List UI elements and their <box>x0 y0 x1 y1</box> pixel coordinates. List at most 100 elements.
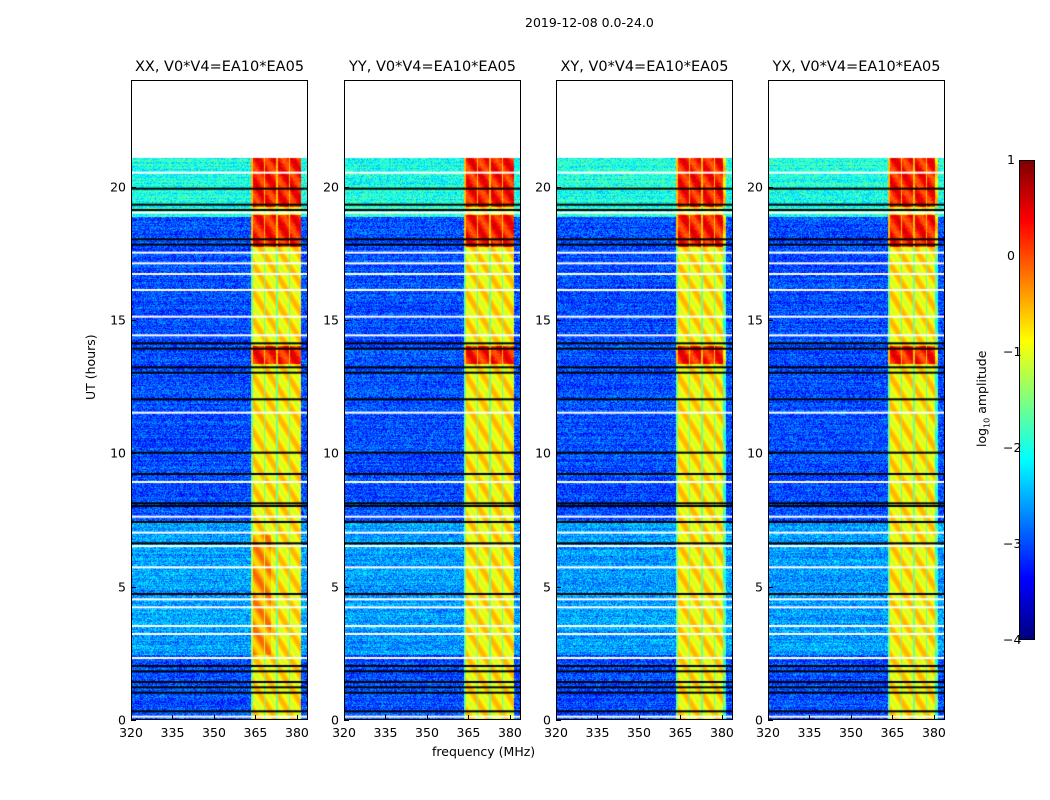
y-tick <box>131 586 136 588</box>
y-tick <box>768 186 773 188</box>
x-tick <box>385 715 387 720</box>
heatmap-cells <box>557 81 732 719</box>
heatmap-panel-2 <box>556 80 733 720</box>
y-tick-label: 15 <box>535 312 551 328</box>
x-tick-label: 365 <box>880 725 905 740</box>
colorbar-label: log10 amplitude <box>974 350 992 447</box>
x-tick <box>680 715 682 720</box>
x-tick <box>597 715 599 720</box>
x-tick <box>131 715 132 720</box>
colorbar-tick-label: −2 <box>1003 440 1022 455</box>
x-tick-label: 320 <box>756 725 780 740</box>
x-tick-label: 365 <box>243 725 268 740</box>
y-tick-label: 10 <box>747 445 763 461</box>
y-axis-label: UT (hours) <box>83 334 98 400</box>
x-tick-label: 335 <box>585 725 610 740</box>
x-tick <box>255 715 257 720</box>
x-tick <box>768 715 769 720</box>
y-tick <box>556 720 561 721</box>
x-tick-label: 350 <box>202 725 226 740</box>
y-tick-label: 0 <box>543 712 551 728</box>
x-tick-label: 335 <box>797 725 822 740</box>
colorbar-tick-label: 0 <box>1007 248 1015 263</box>
x-tick <box>721 715 723 720</box>
figure-title: 2019-12-08 0.0-24.0 <box>525 15 654 30</box>
y-tick-label: 5 <box>543 579 551 595</box>
heatmap-cells <box>769 81 944 719</box>
x-tick-label: 320 <box>119 725 143 740</box>
colorbar-tick-label: 1 <box>1007 152 1015 167</box>
x-tick <box>426 715 428 720</box>
x-tick-label: 335 <box>160 725 185 740</box>
x-tick-label: 380 <box>498 725 522 740</box>
x-tick-label: 320 <box>332 725 356 740</box>
y-tick <box>556 320 561 321</box>
y-tick <box>131 186 136 188</box>
y-tick-label: 5 <box>755 579 763 595</box>
y-tick-label: 5 <box>118 579 126 595</box>
x-tick-label: 350 <box>839 725 863 740</box>
x-tick <box>933 715 935 720</box>
y-tick-label: 0 <box>331 712 339 728</box>
x-tick-label: 350 <box>627 725 651 740</box>
y-tick-label: 20 <box>535 179 551 195</box>
y-tick <box>344 186 349 188</box>
x-tick-label: 365 <box>456 725 481 740</box>
heatmap-panel-0 <box>131 80 308 720</box>
x-tick-label: 350 <box>415 725 439 740</box>
panel-title: YX, V0*V4=EA10*EA05 <box>772 59 941 75</box>
x-tick <box>468 715 470 720</box>
colorbar-tick-label: −3 <box>1003 536 1022 551</box>
x-tick <box>809 715 811 720</box>
x-tick <box>850 715 852 720</box>
y-tick-label: 5 <box>331 579 339 595</box>
y-tick <box>768 320 773 321</box>
y-tick-label: 20 <box>110 179 126 195</box>
y-tick-label: 15 <box>747 312 763 328</box>
y-tick <box>344 720 349 721</box>
colorbar-tick-label: −4 <box>1003 632 1022 647</box>
x-tick-label: 380 <box>922 725 946 740</box>
y-tick <box>131 320 136 321</box>
y-tick <box>344 586 349 588</box>
heatmap-cells <box>345 81 520 719</box>
x-tick <box>213 715 215 720</box>
y-tick <box>768 453 773 455</box>
y-tick <box>768 720 773 721</box>
y-tick <box>556 453 561 455</box>
x-tick <box>892 715 894 720</box>
y-tick <box>344 320 349 321</box>
colorbar <box>1019 160 1035 640</box>
x-tick-label: 320 <box>544 725 568 740</box>
x-tick <box>172 715 174 720</box>
panel-title: XY, V0*V4=EA10*EA05 <box>560 59 729 75</box>
y-tick <box>556 586 561 588</box>
y-tick-label: 10 <box>535 445 551 461</box>
y-tick-label: 10 <box>110 445 126 461</box>
y-tick <box>131 720 136 721</box>
y-tick-label: 20 <box>323 179 339 195</box>
x-tick-label: 335 <box>373 725 398 740</box>
y-tick <box>131 453 136 455</box>
x-axis-label: frequency (MHz) <box>432 744 536 759</box>
x-tick <box>638 715 640 720</box>
y-tick-label: 10 <box>323 445 339 461</box>
y-tick-label: 0 <box>118 712 126 728</box>
x-tick <box>509 715 511 720</box>
x-tick <box>556 715 557 720</box>
panel-title: YY, V0*V4=EA10*EA05 <box>349 59 516 75</box>
x-tick <box>344 715 345 720</box>
y-tick-label: 20 <box>747 179 763 195</box>
y-tick-label: 15 <box>110 312 126 328</box>
heatmap-panel-3 <box>768 80 945 720</box>
y-tick-label: 0 <box>755 712 763 728</box>
heatmap-cells <box>132 81 307 719</box>
y-tick-label: 15 <box>323 312 339 328</box>
x-tick-label: 380 <box>710 725 734 740</box>
x-tick-label: 365 <box>668 725 693 740</box>
x-tick-label: 380 <box>285 725 309 740</box>
x-tick <box>296 715 298 720</box>
y-tick <box>768 586 773 588</box>
panel-title: XX, V0*V4=EA10*EA05 <box>134 59 305 75</box>
